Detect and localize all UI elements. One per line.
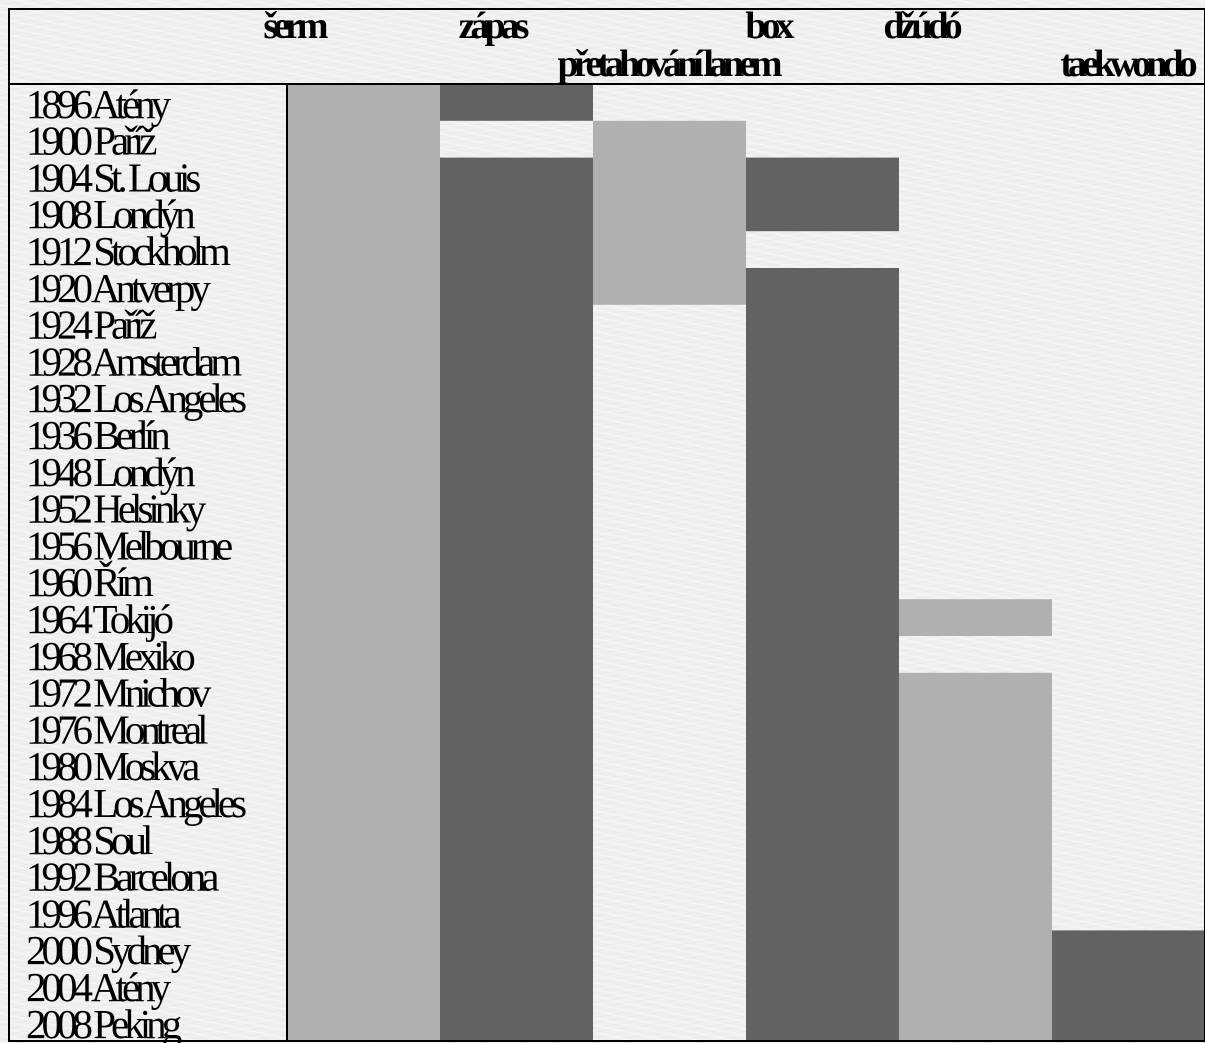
- column-label-pretahovani-lanem: přetahování lanem: [557, 43, 781, 85]
- row-label-1984-los-angeles: 1984 Los Angeles: [26, 780, 246, 826]
- bar-taekwondo-0: [1052, 930, 1205, 1041]
- row-label-1912-stockholm: 1912 Stockholm: [26, 228, 231, 274]
- row-label-1904-st-louis: 1904 St. Louis: [26, 154, 200, 200]
- column-label-taekwondo: taekwondo: [1060, 43, 1196, 85]
- bar-serm-0: [287, 84, 440, 1041]
- row-label-1952-helsinky: 1952 Helsinky: [26, 486, 207, 532]
- bar-zapas-1: [440, 157, 593, 1041]
- row-label-1948-londyn: 1948 Londýn: [26, 449, 195, 495]
- column-label-zapas: zápas: [459, 5, 529, 47]
- row-label-1896-ateny: 1896 Atény: [26, 81, 172, 127]
- row-label-1992-barcelona: 1992 Barcelona: [26, 854, 219, 900]
- bar-dzudo-0: [899, 599, 1052, 636]
- row-label-1976-montreal: 1976 Montreal: [26, 706, 208, 752]
- row-label-1928-amsterdam: 1928 Amsterdam: [26, 338, 242, 384]
- outer-border: [8, 8, 1205, 1042]
- bar-dzudo-1: [899, 672, 1052, 1041]
- row-label-1932-los-angeles: 1932 Los Angeles: [26, 375, 246, 421]
- bar-zapas-0: [440, 84, 593, 121]
- row-label-1972-mnichov: 1972 Mnichov: [26, 670, 212, 716]
- row-label-1988-soul: 1988 Soul: [26, 817, 153, 863]
- row-label-2008-peking: 2008 Peking: [26, 1001, 182, 1043]
- row-label-1956-melbourne: 1956 Melbourne: [26, 522, 232, 568]
- row-label-2000-sydney: 2000 Sydney: [26, 927, 192, 973]
- row-label-1964-tokijo: 1964 Tokijó: [26, 596, 172, 642]
- row-label-2004-ateny: 2004 Atény: [26, 964, 172, 1010]
- column-label-box: box: [745, 5, 794, 47]
- bar-box-0: [746, 157, 899, 232]
- bar-pretahovani-lanem-0: [593, 120, 746, 305]
- bar-box-1: [746, 268, 899, 1041]
- chart-frame: [8, 8, 1205, 1042]
- row-label-1968-mexiko: 1968 Mexiko: [26, 633, 194, 679]
- row-label-1900-pariz: 1900 Paříž: [26, 118, 157, 164]
- bars-layer: [287, 84, 1205, 1041]
- row-label-1936-berlin: 1936 Berlín: [26, 412, 170, 458]
- column-label-dzudo: džúdó: [883, 5, 961, 47]
- column-label-serm: šerm: [263, 5, 328, 47]
- row-label-1908-londyn: 1908 Londýn: [26, 191, 195, 237]
- row-label-1996-atlanta: 1996 Atlanta: [26, 890, 181, 936]
- row-label-1924-pariz: 1924 Paříž: [26, 302, 157, 348]
- row-label-1980-moskva: 1980 Moskva: [26, 743, 200, 789]
- row-label-1960-rim: 1960 Řím: [26, 559, 154, 605]
- row-label-1920-antverpy: 1920 Antverpy: [26, 265, 211, 311]
